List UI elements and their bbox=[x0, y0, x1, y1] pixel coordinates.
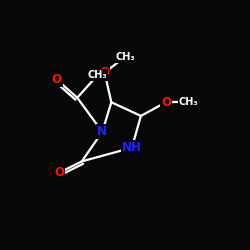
Text: CH₃: CH₃ bbox=[115, 52, 135, 62]
Text: NH: NH bbox=[122, 141, 142, 154]
Text: CH₃: CH₃ bbox=[179, 97, 199, 107]
Text: N: N bbox=[97, 125, 107, 138]
Text: O: O bbox=[52, 73, 62, 86]
Text: CH₃: CH₃ bbox=[88, 70, 108, 80]
Text: O: O bbox=[100, 66, 110, 79]
Text: O: O bbox=[161, 96, 171, 109]
Text: O: O bbox=[54, 166, 64, 179]
